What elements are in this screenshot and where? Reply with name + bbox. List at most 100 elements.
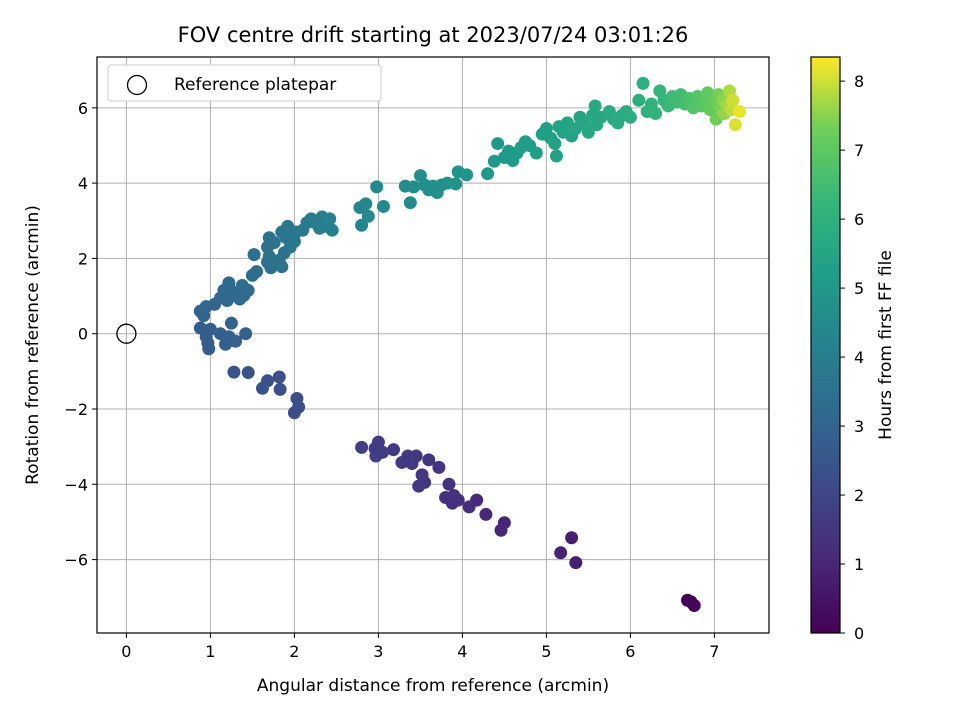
data-point (355, 440, 369, 454)
data-point (275, 260, 289, 274)
data-point (239, 327, 253, 341)
data-point (462, 500, 476, 514)
colorbar-label: Hours from first FF file (876, 250, 896, 440)
data-point (219, 337, 233, 351)
data-point (565, 531, 579, 545)
y-tick-label: 2 (78, 249, 88, 268)
reference-marker (116, 323, 137, 344)
data-point (581, 125, 595, 139)
data-point (407, 180, 421, 194)
data-point (361, 209, 375, 223)
y-axis-ticks: −6 −4 −2 0 2 4 6 (64, 99, 97, 570)
data-point (494, 523, 508, 537)
data-point (247, 248, 261, 262)
data-point (449, 177, 463, 191)
x-tick-label: 7 (709, 642, 719, 661)
data-point (460, 168, 474, 182)
legend-box (107, 64, 382, 102)
data-point (649, 106, 663, 120)
data-point (376, 199, 390, 213)
data-point (412, 479, 426, 493)
data-point (290, 391, 304, 405)
data-point (733, 105, 747, 119)
x-tick-label: 5 (541, 642, 551, 661)
data-point (632, 93, 646, 107)
y-axis-label: Rotation from reference (arcmin) (23, 205, 43, 485)
data-point (432, 460, 446, 474)
data-point (569, 556, 583, 570)
data-point (549, 149, 563, 163)
data-point (548, 137, 562, 151)
data-point (272, 370, 286, 384)
data-point (203, 322, 217, 336)
legend: Reference platepar (107, 64, 382, 102)
data-point (491, 137, 505, 151)
y-tick-label: −4 (64, 475, 88, 494)
x-axis-ticks: 0 1 2 3 4 5 6 7 (121, 633, 719, 661)
data-point (193, 321, 207, 335)
data-point (422, 453, 436, 467)
legend-reference-marker (126, 74, 148, 96)
data-point (554, 546, 568, 560)
x-tick-label: 4 (457, 642, 467, 661)
data-point (369, 449, 383, 463)
data-point (325, 223, 339, 237)
data-point (395, 455, 409, 469)
y-tick-label: −6 (64, 551, 88, 570)
colorbar-ticks: 0 1 2 3 4 5 6 7 8 (840, 72, 864, 643)
data-point (487, 154, 501, 168)
data-point (442, 477, 456, 491)
colorbar-tick-label: 1 (854, 555, 864, 574)
y-tick-label: 0 (78, 325, 88, 344)
colorbar-tick-label: 2 (854, 486, 864, 505)
data-point (403, 196, 417, 210)
colorbar-tick-label: 6 (854, 210, 864, 229)
data-point (726, 93, 740, 107)
data-point (359, 197, 373, 211)
data-points (193, 76, 747, 613)
y-tick-label: 6 (78, 99, 88, 118)
data-point (370, 180, 384, 194)
plot-frame (96, 56, 770, 634)
colorbar-tick-label: 4 (854, 348, 864, 367)
colorbar-tick-label: 7 (854, 141, 864, 160)
data-point (636, 76, 650, 90)
y-tick-label: 4 (78, 174, 88, 193)
x-tick-label: 2 (289, 642, 299, 661)
data-point (355, 218, 369, 232)
data-point (227, 365, 241, 379)
data-point (687, 599, 701, 613)
data-point (287, 406, 301, 420)
data-point (241, 365, 255, 379)
data-point (387, 443, 401, 457)
colorbar-frame (810, 56, 841, 634)
chart-title: FOV centre drift starting at 2023/07/24 … (178, 23, 689, 47)
data-point (224, 316, 238, 330)
colorbar-tick-label: 8 (854, 72, 864, 91)
data-point (529, 146, 543, 160)
data-point (323, 212, 337, 226)
data-point (235, 279, 249, 293)
data-point (273, 382, 287, 396)
colorbar-tick-label: 3 (854, 417, 864, 436)
data-point (588, 99, 602, 113)
data-point (481, 167, 495, 181)
colorbar-tick-label: 0 (854, 624, 864, 643)
x-tick-label: 6 (625, 642, 635, 661)
x-axis-label: Angular distance from reference (arcmin) (257, 676, 609, 696)
data-point (267, 236, 281, 250)
data-point (250, 265, 264, 279)
y-tick-label: −2 (64, 400, 88, 419)
x-tick-label: 3 (373, 642, 383, 661)
colorbar-tick-label: 5 (854, 279, 864, 298)
data-point (623, 110, 637, 124)
colorbar (811, 57, 840, 633)
reference-marker-layer (116, 323, 137, 344)
data-point (701, 86, 715, 100)
x-tick-label: 1 (205, 642, 215, 661)
data-point (229, 334, 243, 348)
data-point (479, 507, 493, 521)
data-point (255, 381, 269, 395)
